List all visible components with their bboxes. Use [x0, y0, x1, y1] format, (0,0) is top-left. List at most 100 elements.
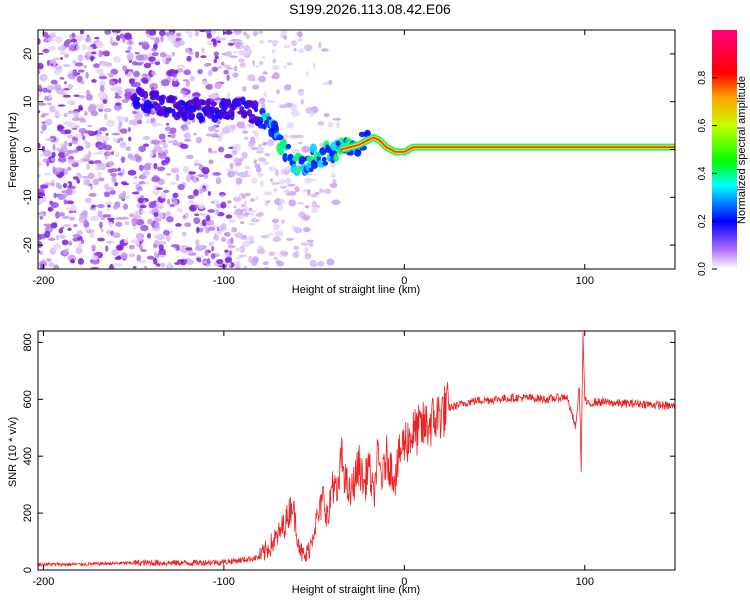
spectrogram-speckle [99, 221, 103, 229]
spectrogram-speckle [239, 62, 246, 68]
spectrogram-speckle [98, 150, 104, 155]
spectrogram-ridge-cell [274, 124, 279, 134]
spectrogram-speckle [84, 55, 88, 58]
spectrogram-speckle [238, 254, 247, 258]
spectrogram-speckle [154, 221, 160, 229]
spectrogram-speckle [38, 90, 42, 98]
spectrogram-speckle [38, 84, 42, 90]
spectrogram-speckle [47, 37, 52, 42]
spectrogram-speckle [203, 226, 209, 230]
spectrogram-speckle [47, 102, 52, 106]
spectrogram-speckle [257, 147, 265, 152]
spectrogram-ridge-cell [308, 167, 314, 173]
spectrogram-speckle [143, 62, 152, 69]
spectrogram-speckle [88, 103, 97, 111]
spectrogram-ridge-cell [165, 106, 173, 114]
spectrogram-speckle [192, 175, 197, 184]
spectrogram-speckle [315, 204, 320, 209]
spectrogram-speckle [86, 163, 90, 171]
spectrogram-speckle [80, 239, 85, 244]
spectrogram-speckle [141, 97, 146, 101]
spectrogram-speckle [100, 228, 104, 233]
spectrogram-speckle [242, 86, 247, 92]
spectrogram-speckle [127, 45, 133, 51]
spectrogram-speckle [76, 44, 80, 51]
spectrogram-y-tick-label: 0 [22, 146, 34, 152]
spectrogram-speckle [298, 48, 305, 54]
spectrogram-speckle [98, 75, 108, 80]
spectrogram-speckle [96, 68, 104, 75]
spectrogram-speckle [58, 228, 64, 234]
spectrogram-speckle [132, 181, 137, 185]
spectrogram-speckle [286, 184, 296, 187]
spectrogram-speckle [91, 79, 97, 83]
spectrogram-speckle [154, 251, 158, 258]
spectrogram-speckle [312, 178, 316, 182]
spectrogram-speckle [72, 176, 79, 180]
snr-x-tick-label: 0 [401, 576, 407, 588]
spectrogram-speckle [250, 198, 255, 202]
spectrogram-speckle [239, 245, 245, 253]
spectrogram-speckle [276, 260, 284, 267]
spectrogram-speckle [273, 256, 278, 260]
spectrogram-speckle [279, 185, 288, 189]
spectrogram-speckle [303, 226, 311, 233]
spectrogram-speckle [186, 55, 192, 62]
spectrogram-speckle [62, 94, 72, 98]
spectrogram-speckle [148, 56, 156, 62]
spectrogram-speckle [207, 190, 212, 197]
spectrogram-speckle [283, 34, 287, 40]
spectrogram-speckle [197, 203, 205, 210]
spectrogram-speckle [218, 146, 225, 153]
spectrogram-speckle [160, 79, 170, 87]
spectrogram-speckle [153, 162, 158, 170]
spectrogram-speckle [91, 204, 96, 208]
spectrogram-speckle [107, 204, 111, 208]
spectrogram-speckle [304, 253, 312, 260]
spectrogram-speckle [112, 137, 119, 143]
spectrogram-speckle [236, 172, 243, 176]
spectrogram-ridge-cell [229, 112, 235, 121]
spectrogram-speckle [272, 236, 281, 243]
spectrogram-speckle [228, 219, 236, 224]
spectrogram-speckle [211, 245, 215, 252]
spectrogram-speckle [252, 31, 258, 37]
spectrogram-speckle [318, 41, 322, 49]
spectrogram-speckle [100, 50, 109, 56]
spectrogram-speckle [293, 48, 297, 52]
spectrogram-speckle [153, 257, 158, 265]
spectrogram-speckle [124, 116, 129, 123]
spectrogram-speckle [211, 134, 220, 138]
spectrogram-speckle [138, 164, 144, 172]
spectrogram-ridge-cell [243, 110, 248, 119]
spectrogram-speckle [187, 195, 195, 200]
spectrogram-speckle [304, 44, 313, 52]
spectrogram-speckle [52, 166, 56, 174]
spectrogram-speckle [155, 263, 161, 267]
spectrogram-speckle [187, 95, 194, 100]
spectrogram-speckle [256, 248, 266, 255]
spectrogram-speckle [155, 187, 163, 190]
spectrogram-speckle [71, 32, 76, 38]
spectrogram-speckle [96, 203, 105, 209]
spectrogram-speckle [221, 62, 225, 66]
spectrogram-speckle [286, 62, 293, 66]
spectrogram-speckle [46, 160, 50, 167]
spectrogram-speckle [195, 239, 200, 247]
spectrogram-speckle [249, 209, 257, 213]
spectrogram-speckle [229, 162, 234, 169]
spectrogram-speckle [198, 188, 208, 192]
spectrogram-speckle [41, 145, 46, 152]
spectrogram-speckle [247, 235, 255, 241]
spectrogram-speckle [105, 132, 109, 136]
spectrogram-speckle [274, 169, 279, 177]
spectrogram-speckle [263, 90, 268, 98]
spectrogram-speckle [50, 79, 58, 85]
spectrogram-speckle [110, 36, 114, 44]
spectrogram-speckle [167, 198, 171, 205]
spectrogram-speckle [272, 64, 280, 71]
spectrogram-x-tick-label: 100 [576, 275, 594, 287]
spectrogram-speckle [84, 36, 92, 43]
spectrogram-speckle [117, 167, 121, 172]
spectrogram-speckle [106, 187, 115, 191]
